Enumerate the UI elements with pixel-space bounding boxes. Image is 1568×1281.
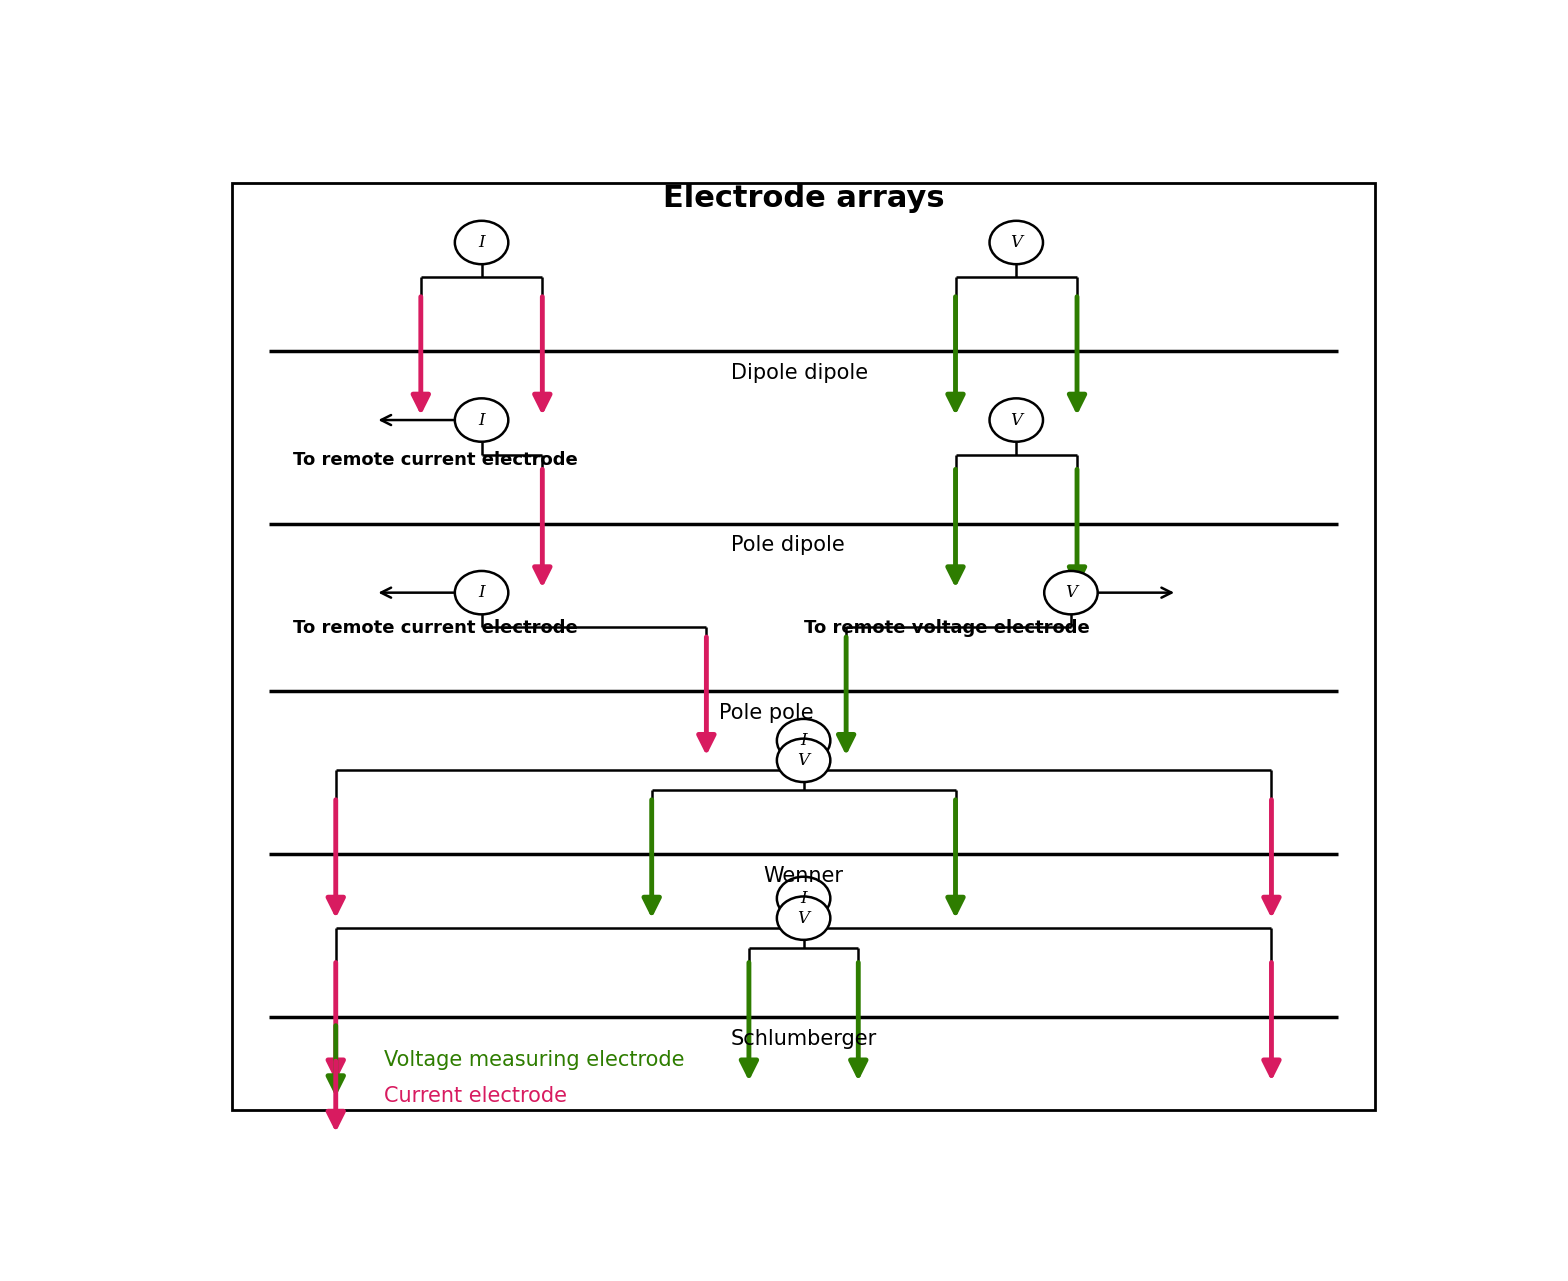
Circle shape xyxy=(989,398,1043,442)
Text: To remote current electrode: To remote current electrode xyxy=(293,451,579,469)
Text: Wenner: Wenner xyxy=(764,866,844,886)
Text: V: V xyxy=(1065,584,1077,601)
Text: I: I xyxy=(478,234,485,251)
Text: I: I xyxy=(800,890,808,907)
Text: Pole pole: Pole pole xyxy=(718,703,814,724)
Text: V: V xyxy=(1010,411,1022,429)
Text: I: I xyxy=(478,411,485,429)
Text: Schlumberger: Schlumberger xyxy=(731,1029,877,1049)
Circle shape xyxy=(455,220,508,264)
Circle shape xyxy=(776,739,831,781)
Text: V: V xyxy=(798,752,809,769)
Text: Electrode arrays: Electrode arrays xyxy=(663,183,944,213)
Circle shape xyxy=(776,876,831,920)
Text: Dipole dipole: Dipole dipole xyxy=(731,363,867,383)
Circle shape xyxy=(776,719,831,762)
Text: Voltage measuring electrode: Voltage measuring electrode xyxy=(384,1050,685,1070)
Circle shape xyxy=(455,571,508,615)
Text: V: V xyxy=(798,910,809,926)
Text: V: V xyxy=(1010,234,1022,251)
Circle shape xyxy=(776,897,831,940)
Text: To remote current electrode: To remote current electrode xyxy=(293,619,579,637)
Text: Pole dipole: Pole dipole xyxy=(731,535,845,556)
Text: Current electrode: Current electrode xyxy=(384,1086,568,1106)
Text: To remote voltage electrode: To remote voltage electrode xyxy=(803,619,1090,637)
Circle shape xyxy=(989,220,1043,264)
Text: I: I xyxy=(800,733,808,749)
Text: I: I xyxy=(478,584,485,601)
Circle shape xyxy=(455,398,508,442)
Circle shape xyxy=(1044,571,1098,615)
